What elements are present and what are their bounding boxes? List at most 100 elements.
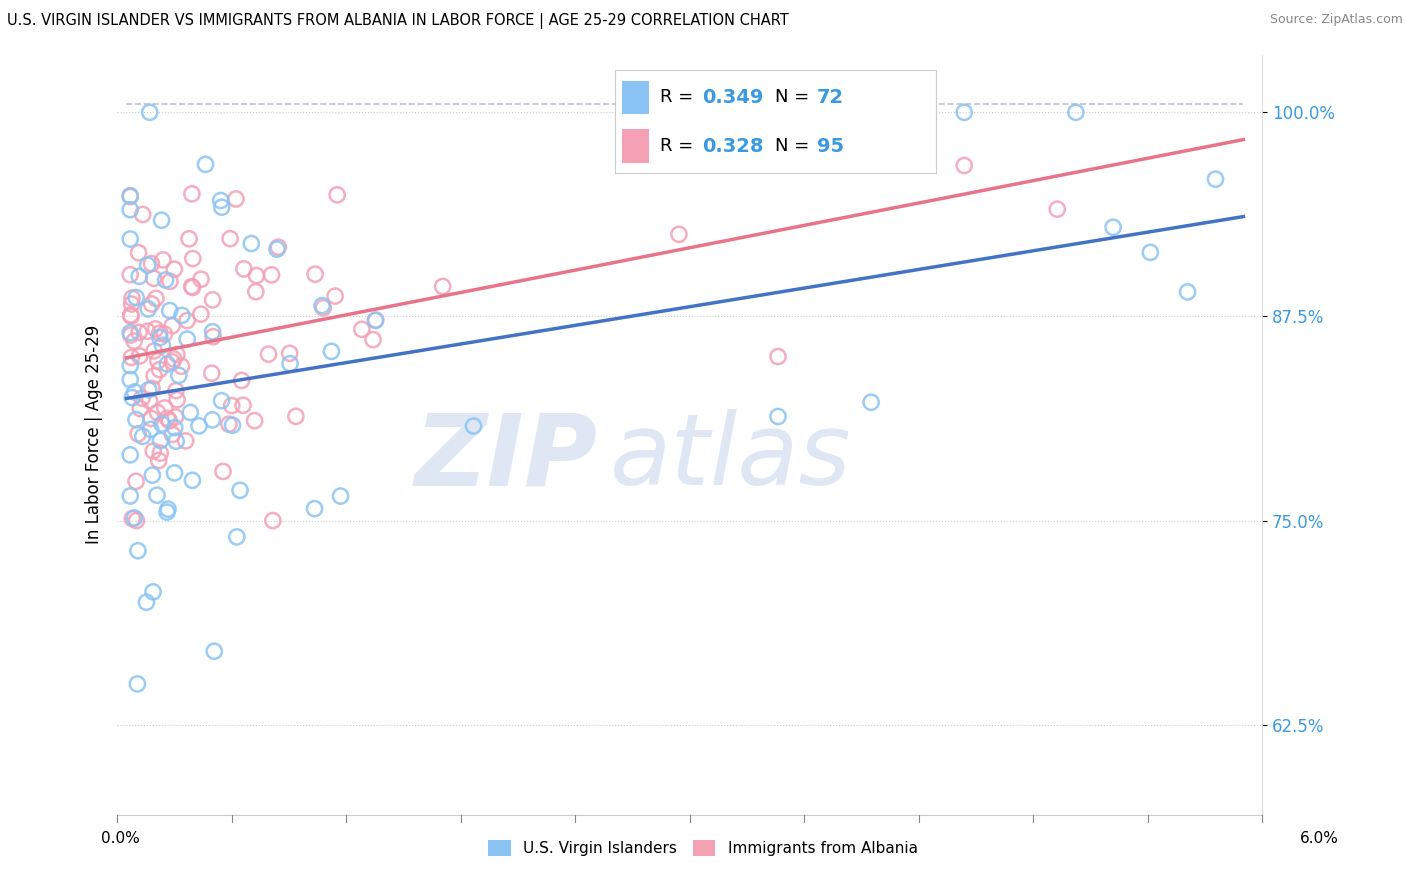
Point — [129, 401, 152, 416]
Point — [150, 417, 173, 431]
Point — [138, 393, 160, 408]
Point — [120, 189, 142, 203]
Point — [121, 297, 143, 311]
Point — [142, 444, 165, 458]
Text: atlas: atlas — [609, 409, 851, 506]
Point — [124, 511, 146, 525]
Point — [149, 434, 172, 448]
Point — [278, 357, 301, 371]
Point — [120, 328, 142, 343]
Point — [262, 514, 284, 528]
Point — [120, 373, 142, 387]
Point — [232, 261, 254, 276]
Point — [128, 326, 150, 340]
Point — [141, 297, 163, 311]
Point — [141, 468, 163, 483]
Point — [201, 366, 224, 380]
Point — [120, 232, 142, 246]
Point — [166, 392, 188, 407]
Point — [218, 417, 240, 432]
Point — [157, 414, 180, 428]
Point — [153, 326, 176, 341]
Point — [120, 268, 142, 282]
Point — [766, 350, 789, 364]
Point — [1046, 202, 1069, 216]
Point — [142, 585, 165, 599]
Point — [156, 502, 179, 516]
Point — [202, 644, 225, 658]
Point — [122, 334, 145, 348]
Point — [131, 391, 153, 405]
Point — [139, 105, 162, 120]
Point — [136, 301, 159, 316]
Point — [128, 245, 150, 260]
Point — [177, 232, 200, 246]
Point — [284, 409, 307, 424]
Point — [361, 333, 384, 347]
Point — [304, 267, 326, 281]
Point — [127, 543, 149, 558]
Point — [209, 194, 232, 208]
Point — [120, 489, 142, 503]
Point — [141, 381, 163, 395]
Point — [159, 275, 181, 289]
Point — [174, 434, 197, 448]
Point — [153, 401, 176, 415]
Point — [145, 292, 167, 306]
Point — [148, 362, 170, 376]
Point — [176, 332, 198, 346]
Point — [1064, 105, 1087, 120]
Point — [463, 419, 485, 434]
Text: Source: ZipAtlas.com: Source: ZipAtlas.com — [1270, 13, 1403, 27]
Point — [162, 427, 184, 442]
Point — [146, 488, 169, 502]
Point — [190, 307, 212, 321]
Point — [120, 188, 142, 202]
Point — [163, 420, 186, 434]
Point — [139, 422, 162, 436]
Point — [267, 240, 290, 254]
Point — [181, 252, 204, 266]
Point — [311, 299, 333, 313]
Point — [142, 271, 165, 285]
Text: 0.0%: 0.0% — [101, 831, 141, 846]
Point — [260, 268, 283, 282]
Text: U.S. VIRGIN ISLANDER VS IMMIGRANTS FROM ALBANIA IN LABOR FORCE | AGE 25-29 CORRE: U.S. VIRGIN ISLANDER VS IMMIGRANTS FROM … — [7, 13, 789, 29]
Point — [120, 448, 142, 462]
Legend: U.S. Virgin Islanders, Immigrants from Albania: U.S. Virgin Islanders, Immigrants from A… — [482, 834, 924, 862]
Point — [170, 309, 193, 323]
Point — [201, 293, 224, 307]
Point — [143, 368, 166, 383]
Point — [190, 272, 212, 286]
Point — [188, 418, 211, 433]
Point — [176, 313, 198, 327]
Point — [181, 473, 204, 487]
Text: 6.0%: 6.0% — [1299, 831, 1339, 846]
Point — [132, 429, 155, 443]
Point — [120, 308, 142, 322]
Point — [120, 202, 142, 217]
Point — [194, 157, 217, 171]
Point — [180, 279, 202, 293]
Point — [148, 453, 170, 467]
Point — [120, 359, 142, 373]
Point — [201, 413, 224, 427]
Point — [135, 595, 157, 609]
Point — [350, 322, 373, 336]
Point — [166, 347, 188, 361]
Y-axis label: In Labor Force | Age 25-29: In Labor Force | Age 25-29 — [86, 326, 103, 544]
Point — [128, 349, 150, 363]
Point — [432, 279, 454, 293]
Point — [156, 411, 179, 425]
Point — [364, 313, 387, 327]
Point — [165, 384, 187, 398]
Point — [156, 357, 179, 371]
Point — [1205, 172, 1227, 186]
Point — [231, 374, 253, 388]
Point — [149, 446, 172, 460]
Point — [668, 227, 690, 242]
Point — [953, 159, 976, 173]
Point — [364, 313, 387, 327]
Point — [202, 329, 225, 343]
Point — [266, 242, 288, 256]
